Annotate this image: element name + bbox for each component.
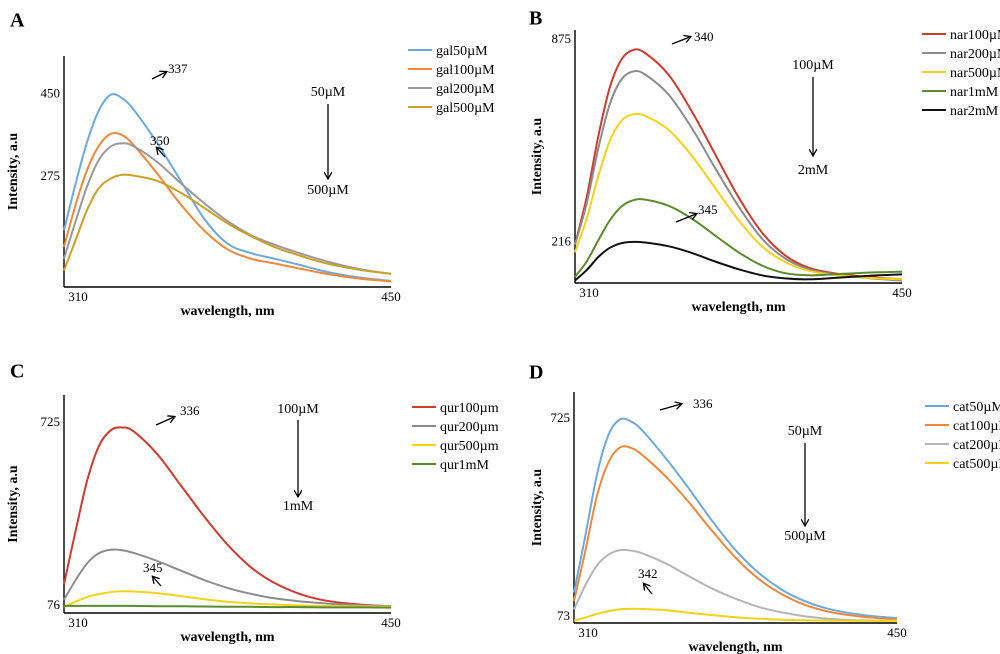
y-tick-label: 725	[551, 410, 571, 425]
peak-annotation: 340	[694, 29, 714, 44]
legend-label: nar500µM	[950, 66, 1000, 81]
legend-label: nar2mM	[950, 104, 999, 119]
y-tick-label: 73	[557, 608, 570, 623]
panel-label: A	[10, 10, 25, 32]
series-line-qur1mM	[64, 604, 392, 609]
legend-label: qur1mM	[440, 458, 490, 473]
y-tick-label: 875	[552, 31, 572, 46]
panel-label: D	[529, 362, 543, 384]
peak-arrow	[644, 584, 653, 595]
x-axis-title: wavelength, nm	[688, 640, 782, 654]
series-line-cat500µM	[573, 607, 897, 622]
x-tick-label: 450	[887, 625, 907, 640]
series-line-cat200µM	[573, 548, 898, 622]
x-axis-title: wavelength, nm	[180, 304, 274, 319]
series-line-gal100µM	[63, 131, 392, 283]
panel-c: C 310 450 725 76 wavelength, nm Intensity, a.u…	[6, 361, 499, 645]
y-axis-title: Intensity, a.u	[530, 469, 545, 547]
series-line-qur500µm	[63, 590, 392, 608]
series-line-qur100µm	[63, 426, 392, 608]
peak-arrow	[675, 214, 696, 223]
x-tick-label: 310	[68, 615, 88, 630]
series-line-nar2mM	[574, 240, 903, 282]
range-start-label: 100µM	[277, 402, 319, 417]
y-axis-title: Intensity, a.u	[6, 465, 21, 543]
peak-arrow	[153, 577, 162, 587]
panel-d: D 310 450 725 73 wavelength, nm Intensity, a.u…	[529, 362, 1000, 654]
range-end-label: 500µM	[307, 183, 349, 198]
x-tick-label: 450	[381, 615, 401, 630]
panel-label: C	[10, 361, 24, 383]
peak-arrow	[155, 417, 174, 426]
x-tick-label: 450	[892, 285, 912, 300]
peak-annotation: 336	[180, 403, 200, 418]
range-start-label: 50µM	[788, 424, 823, 439]
series-line-gal200µM	[63, 142, 392, 275]
y-axis-title: Intensity, a.u	[530, 118, 545, 196]
panel-a: A 310 450 450 275 wavelength, nm Intensity, a.…	[6, 10, 495, 319]
range-start-label: 100µM	[792, 58, 834, 73]
legend-label: nar1mM	[950, 85, 999, 100]
x-tick-label: 310	[579, 285, 599, 300]
legend-label: qur500µm	[440, 439, 499, 454]
legend-label: nar200µM	[950, 47, 1000, 62]
y-tick-label: 725	[41, 414, 61, 429]
legend-label: nar100µM	[950, 28, 1000, 43]
range-start-label: 50µM	[311, 85, 346, 100]
panel-label: B	[529, 8, 542, 30]
x-tick-label: 450	[381, 289, 401, 304]
series-line-cat100µM	[573, 445, 898, 621]
legend-label: cat50µM	[953, 400, 1000, 415]
x-axis-title: wavelength, nm	[691, 300, 785, 315]
peak-arrow	[671, 37, 690, 45]
legend-label: gal100µM	[436, 63, 495, 78]
legend-label: gal50µM	[436, 44, 488, 59]
y-tick-label: 216	[552, 233, 572, 248]
series-line-cat50µM	[573, 417, 898, 620]
series-line-nar100µM	[574, 48, 903, 281]
x-tick-label: 310	[578, 625, 598, 640]
legend-label: cat200µM	[953, 438, 1000, 453]
peak-annotation: 350	[150, 133, 170, 148]
legend-label: gal200µM	[436, 82, 495, 97]
series-line-qur200µm	[63, 548, 392, 608]
legend-label: cat100µM	[953, 419, 1000, 434]
legend-label: qur200µm	[440, 420, 499, 435]
range-end-label: 1mM	[283, 499, 314, 514]
peak-annotation: 342	[638, 566, 658, 581]
x-axis-title: wavelength, nm	[180, 630, 274, 645]
y-tick-label: 450	[41, 86, 61, 101]
peak-arrow	[151, 72, 166, 80]
peak-annotation: 345	[698, 202, 718, 217]
series-line-gal500µM	[63, 173, 392, 275]
y-tick-label: 275	[41, 168, 61, 183]
peak-annotation: 336	[693, 396, 713, 411]
legend-label: cat500µM	[953, 457, 1000, 472]
peak-annotation: 337	[168, 61, 188, 76]
range-end-label: 500µM	[784, 529, 826, 544]
y-axis-title: Intensity, a.u	[6, 133, 21, 211]
legend-label: gal500µM	[436, 101, 495, 116]
series-line-nar1mM	[574, 198, 903, 278]
peak-annotation: 345	[143, 560, 163, 575]
x-tick-label: 310	[68, 289, 88, 304]
peak-arrow	[659, 404, 681, 411]
series-line-nar200µM	[574, 69, 903, 282]
range-end-label: 2mM	[798, 163, 829, 178]
legend-label: qur100µm	[440, 401, 499, 416]
panel-b: B 310 450 875 216 wavelength, nm Intensity, a.…	[529, 8, 1000, 315]
y-tick-label: 76	[47, 597, 61, 612]
peak-arrow	[157, 148, 166, 158]
